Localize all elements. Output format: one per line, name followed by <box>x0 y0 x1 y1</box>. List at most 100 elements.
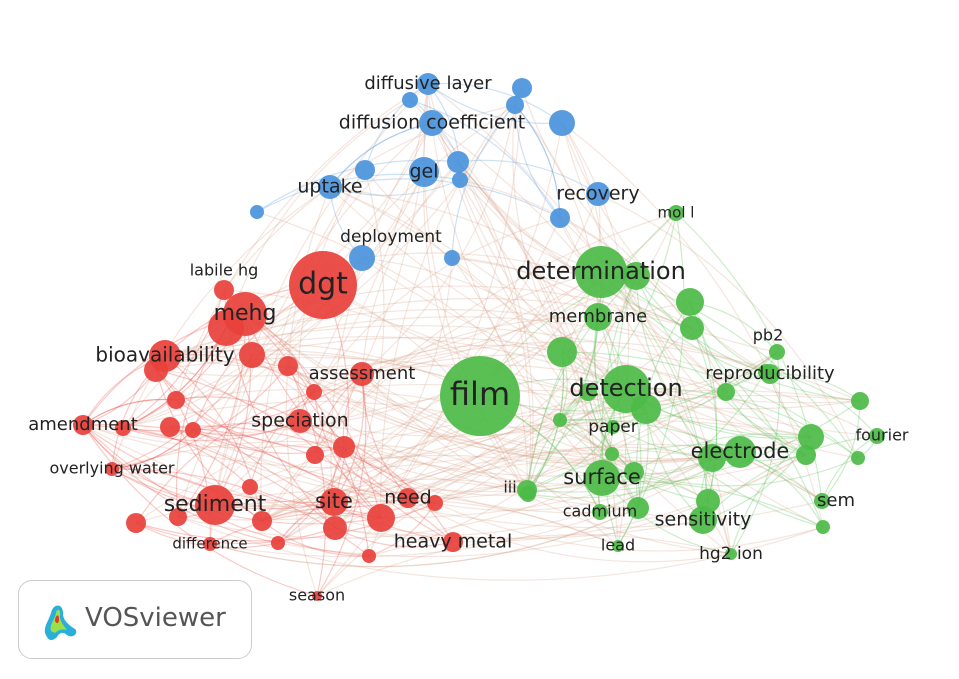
edge <box>409 99 601 513</box>
edge <box>601 275 637 547</box>
edge <box>361 373 713 463</box>
node-label: assessment <box>309 363 416 384</box>
node <box>398 488 418 508</box>
edge <box>135 389 589 524</box>
node <box>816 520 830 534</box>
edge <box>334 257 453 529</box>
node <box>592 504 608 520</box>
node-label: electrode <box>691 439 790 463</box>
node-label: overlying water <box>49 459 174 478</box>
node <box>126 513 146 533</box>
node <box>289 251 357 319</box>
edge <box>175 83 429 401</box>
edge <box>164 275 637 369</box>
node-label: gel <box>409 161 438 183</box>
edge <box>514 104 561 219</box>
edge <box>559 351 778 421</box>
edge <box>111 457 713 519</box>
node <box>355 160 375 180</box>
edge <box>457 159 599 195</box>
edge <box>521 87 691 303</box>
node <box>333 436 355 458</box>
edge <box>334 527 454 548</box>
node-label: deployment <box>340 227 442 247</box>
edge <box>625 387 859 459</box>
edge <box>633 433 812 473</box>
node-label: lead <box>601 536 635 555</box>
edge <box>330 122 433 529</box>
node <box>444 250 460 266</box>
node <box>443 532 463 552</box>
node <box>271 536 285 550</box>
edge <box>214 83 429 506</box>
edge <box>251 336 812 438</box>
edge <box>691 327 718 502</box>
edge <box>313 344 563 393</box>
edge <box>380 443 741 519</box>
node <box>689 506 717 534</box>
edge <box>313 217 561 393</box>
edge <box>111 429 194 470</box>
edge <box>111 186 331 470</box>
node <box>306 384 322 400</box>
edge <box>451 257 528 491</box>
edge <box>209 507 639 568</box>
edge <box>600 271 824 528</box>
edge <box>122 373 363 432</box>
edge <box>316 534 732 597</box>
edge <box>261 271 602 522</box>
edge <box>287 365 327 597</box>
edge <box>214 313 252 506</box>
edge <box>361 257 861 404</box>
logo: VOSviewer <box>18 580 252 659</box>
edge <box>164 355 635 477</box>
edge <box>225 327 613 455</box>
node-label: diffusion coefficient <box>339 112 525 134</box>
edge <box>329 186 727 393</box>
edge <box>457 161 534 495</box>
edge <box>364 83 429 171</box>
edge <box>209 83 429 545</box>
node-label: heavy metal <box>394 531 512 553</box>
edge <box>334 122 563 529</box>
node <box>631 394 661 424</box>
node <box>208 310 244 346</box>
edge <box>214 391 589 507</box>
edge <box>514 104 561 219</box>
node-label: season <box>289 586 345 605</box>
node <box>612 540 624 552</box>
edge <box>175 327 227 518</box>
edge <box>361 341 861 402</box>
node <box>553 413 567 427</box>
edge <box>192 429 823 529</box>
edge <box>434 275 637 504</box>
edge <box>730 351 781 555</box>
edge <box>314 391 589 459</box>
edge <box>155 271 602 377</box>
node <box>725 548 737 560</box>
edge <box>451 257 599 318</box>
edge <box>256 211 639 509</box>
edge <box>314 271 602 456</box>
node <box>584 303 612 331</box>
edge <box>261 217 561 522</box>
edge <box>329 122 433 188</box>
edge <box>261 520 370 557</box>
node <box>144 358 168 382</box>
node <box>185 422 201 438</box>
node <box>367 504 395 532</box>
edge <box>177 313 246 518</box>
edge <box>594 316 639 509</box>
edge <box>343 446 529 496</box>
edge <box>316 373 367 597</box>
edge <box>135 502 436 542</box>
edge <box>334 457 713 537</box>
edge <box>277 454 807 558</box>
edge <box>361 373 409 499</box>
node <box>796 445 816 465</box>
edge <box>329 122 433 188</box>
edge <box>361 104 516 375</box>
edge <box>361 252 693 329</box>
labels: diffusive layer diffusion coefficient upta… <box>28 73 909 605</box>
